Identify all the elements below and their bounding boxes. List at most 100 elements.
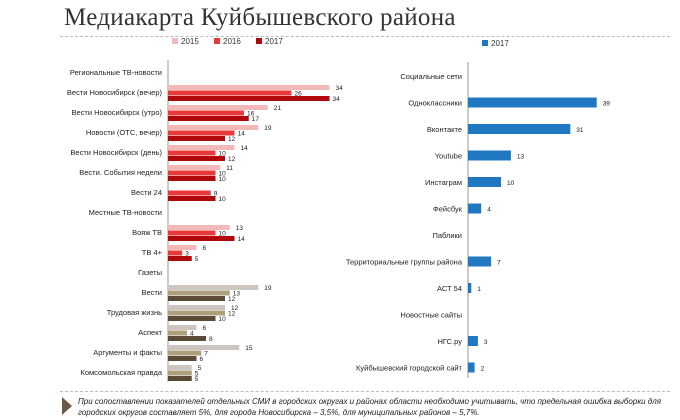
data-label: 12 <box>231 305 239 312</box>
divider <box>60 36 670 37</box>
bar <box>168 156 225 161</box>
data-label: 13 <box>233 291 241 298</box>
data-label: 19 <box>264 285 272 292</box>
bar <box>168 176 216 181</box>
bar <box>168 316 216 321</box>
data-label: 16 <box>247 111 255 118</box>
data-label: 12 <box>228 156 236 163</box>
bar <box>168 165 221 170</box>
data-label: 19 <box>264 125 272 132</box>
data-label: 34 <box>333 96 341 103</box>
footnote: При сопоставлении показателей отдельных … <box>78 397 661 417</box>
category-label: Территориальные группы района <box>346 258 463 267</box>
data-label: 39 <box>603 101 611 108</box>
data-label: 14 <box>238 236 246 243</box>
bar <box>168 310 225 316</box>
legend-swatch <box>482 40 488 46</box>
category-label: Вести Новосибирск (утро) <box>71 108 162 117</box>
bar <box>168 345 240 350</box>
data-label: 10 <box>219 196 227 203</box>
data-label: 5 <box>198 365 202 372</box>
legend-swatch <box>256 38 262 44</box>
bar <box>168 370 192 376</box>
bar <box>168 116 249 121</box>
data-label: 12 <box>228 136 236 143</box>
legend-label: 2017 <box>491 39 509 48</box>
bar <box>468 362 475 373</box>
bar <box>468 283 472 293</box>
divider <box>60 391 670 392</box>
category-label: Социальные сети <box>400 72 462 81</box>
bar <box>168 196 216 201</box>
charts: 2015 2016 2017 Региональные ТВ-новости Вести… <box>67 37 611 383</box>
bar <box>168 250 183 256</box>
category-label: Региональные ТВ-новости <box>70 68 162 77</box>
bar <box>168 350 202 356</box>
data-label: 12 <box>228 311 236 318</box>
data-label: 1 <box>477 286 481 293</box>
category-label: Трудовая жизнь <box>107 308 162 317</box>
bar <box>168 225 230 230</box>
data-label: 5 <box>195 371 199 378</box>
category-label: Новостные сайты <box>400 311 462 320</box>
category-label: Вести <box>141 288 162 297</box>
bar <box>168 305 225 310</box>
data-label: 6 <box>203 245 207 252</box>
bar <box>468 150 511 161</box>
category-label: Куйбышевский городской сайт <box>356 364 463 373</box>
bar <box>168 365 192 370</box>
data-label: 7 <box>497 260 501 267</box>
category-label: НГС.ру <box>438 337 463 346</box>
data-label: 3 <box>185 251 189 258</box>
legend-swatch <box>214 38 220 44</box>
data-label: 10 <box>219 151 227 158</box>
category-label: Паблики <box>432 231 462 240</box>
bar <box>468 203 482 214</box>
bar <box>468 124 571 134</box>
category-label: Вояж ТВ <box>132 228 162 237</box>
bar <box>168 376 192 381</box>
bar <box>168 330 187 336</box>
category-label: Комсомольская правда <box>80 368 162 377</box>
bar <box>168 145 235 150</box>
category-label: Газеты <box>138 268 162 277</box>
bar <box>168 290 230 296</box>
data-label: 15 <box>245 345 253 352</box>
data-label: 3 <box>484 339 488 346</box>
bar <box>168 136 225 141</box>
data-label: 11 <box>226 165 233 172</box>
bar <box>168 125 259 130</box>
category-label: Фейсбук <box>433 205 463 214</box>
legend-label: 2015 <box>181 37 199 46</box>
bar <box>168 296 225 301</box>
category-label: Вконтакте <box>427 125 462 134</box>
bar <box>168 256 192 261</box>
category-label: Вести 24 <box>131 188 162 197</box>
data-label: 10 <box>507 180 515 187</box>
bar <box>168 336 206 341</box>
data-label: 31 <box>576 127 584 134</box>
category-label: Вести. События недели <box>79 168 162 177</box>
category-label: Вести Новосибирск (день) <box>70 148 162 157</box>
data-label: 26 <box>295 91 303 98</box>
category-label: Одноклассники <box>408 99 462 108</box>
bar <box>168 110 244 116</box>
data-label: 10 <box>219 171 227 178</box>
data-label: 4 <box>190 331 194 338</box>
page-title: Медиакарта Куйбышевского района <box>64 4 456 31</box>
bar <box>168 356 197 361</box>
category-label: Аспект <box>138 328 162 337</box>
data-label: 6 <box>200 356 204 363</box>
data-label: 5 <box>195 256 199 263</box>
data-label: 12 <box>228 296 236 303</box>
bar <box>468 256 492 267</box>
data-label: 10 <box>219 231 227 238</box>
legend-label: 2016 <box>223 37 241 46</box>
data-label: 4 <box>487 207 491 214</box>
data-label: 34 <box>336 85 344 92</box>
category-label: Аргументы и факты <box>93 348 162 357</box>
data-label: 2 <box>481 366 485 373</box>
data-label: 9 <box>214 191 218 198</box>
category-label: АСТ 54 <box>437 284 462 293</box>
